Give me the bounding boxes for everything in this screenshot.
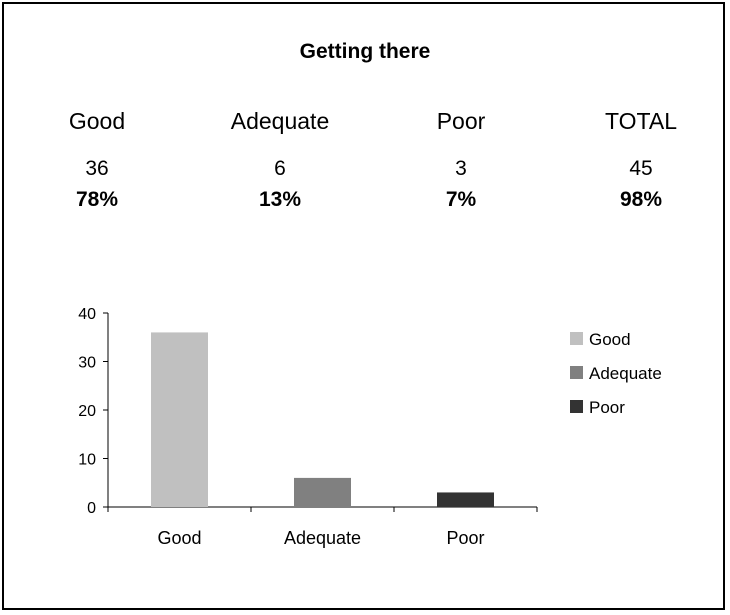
summary-label: Adequate [230, 108, 330, 134]
summary-count: 6 [274, 157, 286, 180]
summary-label: Good [68, 108, 126, 134]
legend-label-good: Good [589, 330, 631, 349]
legend-label-poor: Poor [589, 398, 625, 417]
legend-label-adequate: Adequate [589, 364, 662, 383]
bar-adequate [294, 477, 351, 507]
summary-label: Poor [436, 108, 486, 134]
summary-label: TOTAL [605, 108, 677, 134]
summary-percent: 13% [258, 188, 302, 211]
bar-good [151, 332, 208, 507]
y-tick-label: 30 [78, 355, 96, 372]
legend-swatch-adequate [570, 366, 583, 379]
summary-count: 36 [85, 157, 109, 180]
x-tick-label: Good [157, 528, 201, 548]
summary-percent: 98% [619, 188, 663, 211]
chart-frame [2, 2, 725, 610]
bar-poor [437, 492, 494, 507]
y-tick-label: 0 [87, 500, 96, 517]
summary-count: 3 [455, 157, 467, 180]
legend-swatch-good [570, 332, 583, 345]
chart-title: Getting there [299, 40, 431, 63]
summary-percent: 78% [75, 188, 119, 211]
legend-swatch-poor [570, 400, 583, 413]
y-tick-label: 10 [78, 452, 96, 469]
x-tick-label: Poor [446, 528, 484, 548]
y-tick-label: 40 [78, 306, 96, 323]
summary-count: 45 [629, 157, 653, 180]
x-tick-label: Adequate [284, 528, 361, 548]
y-tick-label: 20 [78, 403, 96, 420]
summary-percent: 7% [445, 188, 477, 211]
